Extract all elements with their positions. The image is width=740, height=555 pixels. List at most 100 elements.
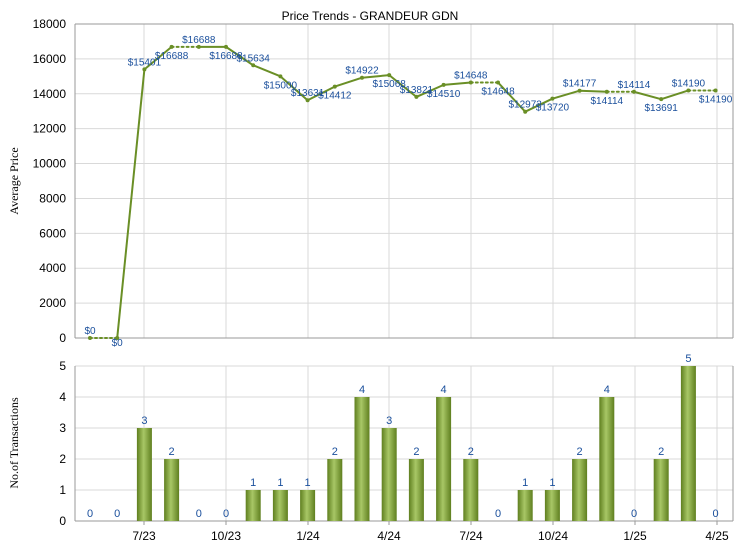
price-point	[577, 88, 582, 93]
transaction-count-label: 0	[223, 508, 229, 520]
transaction-bar	[300, 490, 316, 521]
price-line-segment	[442, 81, 472, 86]
price-line-segment	[388, 74, 418, 98]
price-y-tick-label: 14000	[33, 87, 67, 101]
price-data-label: $15068	[373, 79, 407, 90]
transactions-bar-panel: 0 1 2 3 4 5 0 0 3 2 0 0 1 1 1 2 4 3 2 4 2 0 1 1 2 4 0 2 5 0 7/23 10/23 1…	[59, 353, 734, 543]
transaction-count-label: 2	[169, 446, 175, 458]
transaction-count-label: 2	[577, 446, 583, 458]
transaction-bar	[653, 459, 669, 521]
price-y-tick-label: 8000	[39, 191, 66, 205]
transaction-count-label: 3	[386, 415, 392, 427]
price-y-tick-label: 18000	[33, 17, 67, 31]
price-point	[332, 84, 337, 89]
x-tick-label: 7/23	[132, 529, 156, 543]
transaction-count-label: 0	[631, 508, 637, 520]
transaction-bar	[272, 490, 288, 521]
x-tick-label: 1/24	[296, 529, 320, 543]
transaction-count-label: 1	[305, 477, 311, 489]
price-line-segment	[143, 45, 173, 71]
price-data-label: $14922	[345, 66, 379, 77]
transaction-bar	[381, 428, 397, 521]
price-data-label: $12973	[509, 100, 543, 111]
x-tick-label: 4/25	[705, 529, 729, 543]
price-line-segment	[497, 81, 527, 113]
x-tick-label: 10/23	[211, 529, 241, 543]
transaction-count-label: 1	[277, 477, 283, 489]
price-data-label: $16688	[155, 51, 189, 62]
transaction-count-label: 0	[196, 508, 202, 520]
price-point	[278, 74, 283, 79]
transaction-bar	[408, 459, 424, 521]
price-y-tick-label: 12000	[33, 122, 67, 136]
price-point	[196, 44, 201, 49]
transaction-bar	[245, 490, 261, 521]
transaction-bar	[164, 459, 180, 521]
price-data-label: $13720	[536, 103, 570, 114]
price-line-segment	[333, 76, 363, 88]
price-point	[686, 88, 691, 93]
transaction-count-label: 4	[604, 384, 610, 396]
x-tick-label: 4/24	[377, 529, 401, 543]
x-tick-label: 1/25	[623, 529, 647, 543]
price-data-label: $14648	[481, 86, 515, 97]
transaction-count-label: 1	[250, 477, 256, 489]
transaction-count-label: 0	[87, 508, 93, 520]
price-data-label: $14190	[699, 94, 733, 105]
price-line-segment	[225, 45, 255, 67]
price-point	[604, 89, 609, 94]
transaction-count-label: 1	[549, 477, 555, 489]
price-line-segment	[361, 74, 391, 79]
transaction-bar	[136, 428, 152, 521]
transactions-y-tick-label: 2	[59, 452, 66, 466]
price-y-axis-title: Average Price	[7, 147, 21, 214]
transaction-count-label: 5	[685, 353, 691, 365]
transaction-bar	[463, 459, 479, 521]
transaction-count-label: 1	[522, 477, 528, 489]
price-line-segment	[633, 90, 663, 101]
price-point	[305, 98, 310, 103]
price-point	[88, 336, 92, 340]
price-data-label: $15401	[128, 57, 162, 68]
price-line-segment	[306, 85, 336, 102]
price-data-label: $16688	[209, 51, 243, 62]
price-data-label: $14510	[427, 89, 461, 100]
price-point	[224, 44, 228, 49]
price-data-label: $14190	[672, 78, 706, 89]
price-data-label: $14114	[618, 80, 651, 91]
price-point	[550, 96, 555, 101]
transaction-bar	[436, 397, 452, 521]
price-point	[441, 82, 446, 87]
price-data-label: $14114	[590, 96, 623, 107]
price-data-label: $0	[112, 338, 124, 349]
price-data-label: $14648	[454, 70, 488, 81]
price-line-segment	[415, 83, 445, 98]
price-y-tick-label: 0	[59, 331, 66, 345]
transaction-count-label: 4	[359, 384, 365, 396]
price-point	[387, 73, 392, 78]
price-point	[414, 94, 419, 99]
price-data-label: $15000	[264, 80, 298, 91]
transactions-y-tick-label: 4	[59, 390, 66, 404]
price-data-label: $0	[84, 326, 96, 337]
transaction-count-label: 2	[413, 446, 419, 458]
transaction-bar	[544, 490, 560, 521]
transaction-count-label: 0	[114, 508, 120, 520]
price-line-segment	[578, 89, 608, 93]
transactions-y-tick-label: 1	[59, 483, 66, 497]
transaction-count-label: 4	[441, 384, 447, 396]
price-point	[115, 336, 120, 340]
transaction-count-label: 3	[141, 415, 147, 427]
transactions-y-tick-label: 5	[59, 359, 66, 373]
price-line-segment	[524, 97, 554, 113]
transactions-y-tick-label: 3	[59, 421, 66, 435]
price-line-segment	[660, 89, 690, 101]
price-point	[468, 80, 473, 85]
price-point	[713, 88, 718, 93]
price-point	[496, 80, 500, 85]
transaction-count-label: 2	[468, 446, 474, 458]
price-line-segment	[551, 89, 581, 100]
price-point	[632, 89, 636, 94]
